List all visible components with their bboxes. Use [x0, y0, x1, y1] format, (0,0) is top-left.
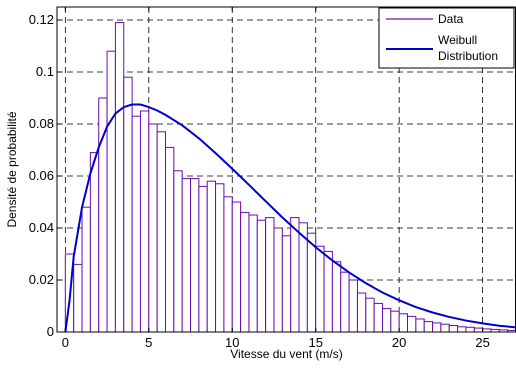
histogram-bar	[398, 313, 409, 333]
histogram-bar	[148, 123, 158, 333]
histogram-bar	[407, 315, 417, 333]
x-tick-label: 10	[225, 335, 239, 350]
histogram-bar	[323, 250, 333, 333]
y-tick-label: 0.08	[29, 116, 54, 131]
histogram-bar	[73, 263, 83, 333]
histogram-bar	[164, 146, 175, 333]
histogram-bar	[315, 245, 325, 333]
weibull-curve	[64, 103, 516, 333]
axis-ticks: 0 5 10 15 20 25 0 0.02 0.04 0.06 0.08 0.1 0.12	[29, 7, 490, 350]
y-tick-label: 0	[47, 324, 54, 339]
histogram-bar	[223, 196, 233, 333]
histogram-bar	[306, 232, 317, 333]
histogram-bar	[356, 292, 367, 333]
histogram-bar	[281, 235, 292, 333]
legend: Data Weibull Distribution	[378, 7, 515, 69]
histogram-bar	[448, 325, 459, 333]
histogram-bar	[457, 326, 467, 333]
histogram-bar	[381, 308, 392, 333]
histogram-bar	[415, 318, 425, 333]
x-tick-label: 0	[62, 335, 69, 350]
histogram-bar	[473, 327, 484, 333]
histogram-bar	[231, 201, 242, 333]
x-tick-label: 25	[475, 335, 489, 350]
histogram-bar	[173, 170, 183, 333]
legend-label-weibull-line2: Distribution	[438, 49, 498, 63]
histogram-bar	[390, 310, 400, 333]
histogram-bar	[181, 178, 192, 333]
histogram-bar	[465, 326, 475, 333]
histogram-bar	[240, 211, 250, 333]
legend-label-weibull-line1: Weibull	[438, 33, 477, 47]
weibull-curve-layer	[64, 103, 516, 333]
y-tick-label: 0.1	[36, 64, 54, 79]
histogram-bar	[139, 110, 150, 333]
histogram-bar	[373, 302, 383, 333]
histogram-bar	[331, 261, 342, 333]
x-tick-label: 15	[308, 335, 322, 350]
x-axis-label: Vitesse du vent (m/s)	[230, 347, 343, 361]
histogram-bar	[348, 279, 358, 333]
legend-box	[378, 7, 515, 69]
histogram-bar	[131, 115, 141, 333]
histogram-bar	[206, 180, 217, 333]
histogram-bar	[156, 131, 166, 333]
histogram-bar	[365, 297, 375, 333]
histogram-bar	[340, 271, 350, 333]
histogram-bar	[98, 97, 108, 333]
histogram-bar	[256, 219, 267, 333]
histogram-bar	[423, 321, 434, 333]
histogram-bar	[215, 183, 225, 333]
histogram-bar	[190, 178, 200, 333]
histogram-bar	[265, 217, 275, 333]
y-tick-label: 0.12	[29, 12, 54, 27]
histogram-bar	[198, 185, 208, 333]
histogram-bar	[432, 322, 442, 333]
histogram-bar	[273, 227, 283, 333]
legend-label-data: Data	[438, 12, 464, 26]
histogram-bar	[114, 22, 125, 333]
histogram-bar	[440, 323, 450, 333]
histogram-bar	[290, 217, 300, 333]
histogram-bar	[106, 50, 116, 333]
histogram-bar	[81, 206, 91, 333]
x-tick-label: 20	[392, 335, 406, 350]
histogram-bar	[248, 214, 258, 333]
y-tick-label: 0.04	[29, 220, 54, 235]
y-axis-label: Densité de probabilité	[5, 111, 19, 227]
histogram-bar	[123, 76, 133, 333]
histogram-bar	[89, 152, 100, 333]
x-tick-label: 5	[145, 335, 152, 350]
y-tick-label: 0.06	[29, 168, 54, 183]
y-tick-label: 0.02	[29, 272, 54, 287]
